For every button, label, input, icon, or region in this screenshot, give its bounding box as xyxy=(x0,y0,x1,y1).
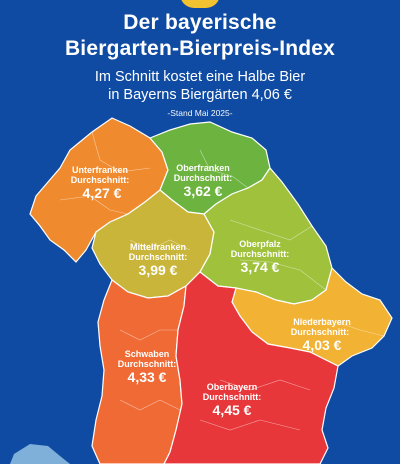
region-price: 4,33 € xyxy=(128,369,167,385)
region-avg-label: Durchschnitt: xyxy=(174,173,233,183)
date-note: -Stand Mai 2025- xyxy=(167,108,233,118)
lake-bodensee xyxy=(10,444,70,464)
subtitle-line-2: in Bayerns Biergärten 4,06 € xyxy=(108,87,292,103)
subtitle-line-1: Im Schnitt kostet eine Halbe Bier xyxy=(94,69,306,85)
label-unterfranken: Unterfranken Durchschnitt: 4,27 € xyxy=(71,165,130,201)
label-niederbayern: Niederbayern Durchschnitt: 4,03 € xyxy=(291,317,351,353)
label-mittelfranken: Mittelfranken Durchschnitt: 3,99 € xyxy=(129,242,188,278)
region-name: Oberbayern xyxy=(207,382,258,392)
region-oberbayern[interactable] xyxy=(163,271,339,464)
region-name: Unterfranken xyxy=(72,165,128,175)
region-avg-label: Durchschnitt: xyxy=(118,359,177,369)
region-price: 3,99 € xyxy=(139,262,178,278)
region-avg-label: Durchschnitt: xyxy=(291,327,350,337)
region-avg-label: Durchschnitt: xyxy=(129,252,188,262)
region-price: 3,74 € xyxy=(241,259,280,275)
region-price: 4,27 € xyxy=(83,185,122,201)
region-avg-label: Durchschnitt: xyxy=(71,175,130,185)
region-avg-label: Durchschnitt: xyxy=(231,249,290,259)
region-name: Mittelfranken xyxy=(130,242,186,252)
region-price: 4,45 € xyxy=(213,402,252,418)
region-price: 4,03 € xyxy=(303,337,342,353)
region-price: 3,62 € xyxy=(184,183,223,199)
title-line-2: Biergarten-Bierpreis-Index xyxy=(64,37,336,60)
region-avg-label: Durchschnitt: xyxy=(203,392,262,402)
page-title: Der bayerische Biergarten-Bierpreis-Inde… xyxy=(0,10,400,62)
header: Der bayerische Biergarten-Bierpreis-Inde… xyxy=(0,0,400,118)
label-oberbayern: Oberbayern Durchschnitt: 4,45 € xyxy=(203,382,262,418)
region-name: Oberpfalz xyxy=(239,239,281,249)
region-name: Niederbayern xyxy=(293,317,351,327)
district-borders xyxy=(59,131,385,431)
label-oberfranken: Oberfranken Durchschnitt: 3,62 € xyxy=(174,163,233,199)
brand-logo xyxy=(180,0,220,8)
region-name: Schwaben xyxy=(125,349,170,359)
region-name: Oberfranken xyxy=(176,163,230,173)
subtitle: Im Schnitt kostet eine Halbe Bier in Bay… xyxy=(0,68,400,104)
title-line-1: Der bayerische xyxy=(123,11,277,34)
label-oberpfalz: Oberpfalz Durchschnitt: 3,74 € xyxy=(231,239,290,275)
label-schwaben: Schwaben Durchschnitt: 4,33 € xyxy=(118,349,177,385)
